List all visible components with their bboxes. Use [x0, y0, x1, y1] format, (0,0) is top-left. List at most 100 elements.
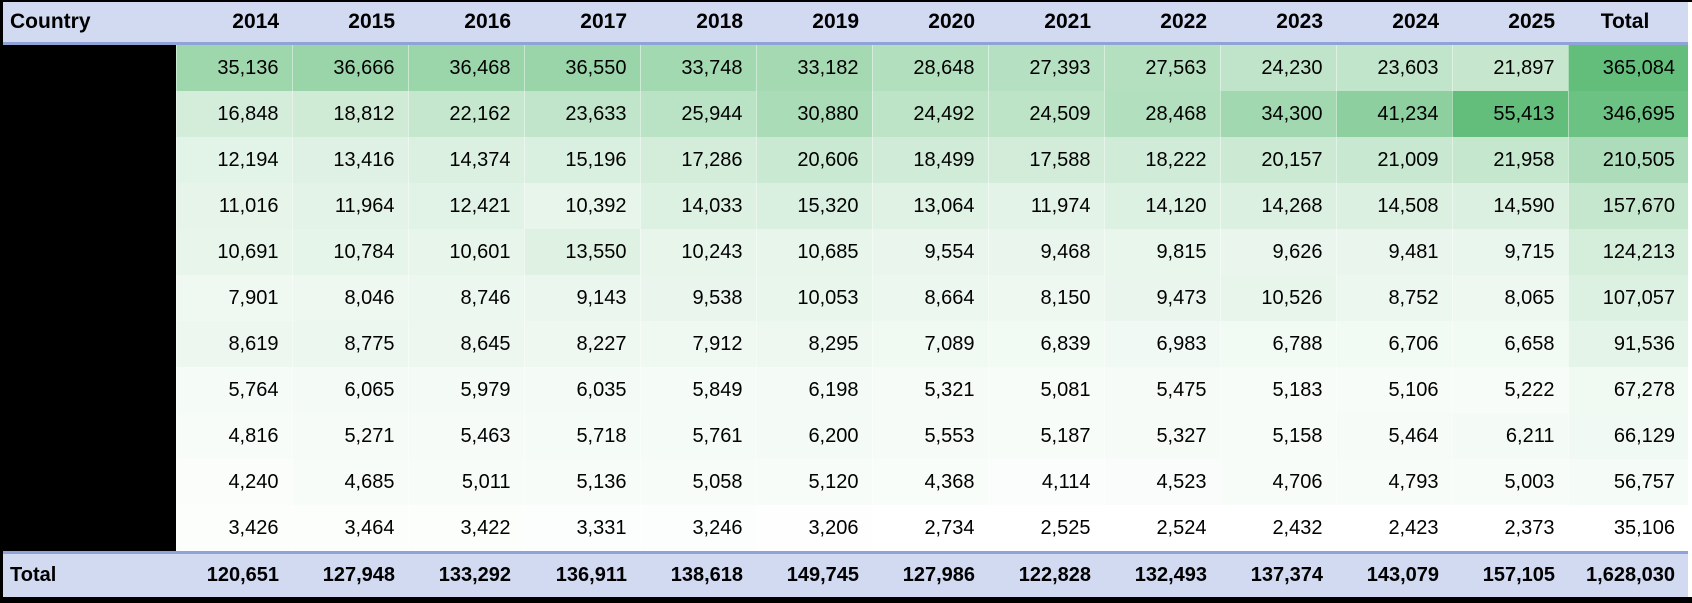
- col-header-2017[interactable]: 2017: [524, 2, 640, 45]
- value-cell-2022[interactable]: 27,563: [1103, 43, 1220, 91]
- value-cell-2025[interactable]: 5,003: [1451, 459, 1568, 505]
- value-cell-2021[interactable]: 5,187: [987, 413, 1104, 459]
- value-cell-2023[interactable]: 9,626: [1219, 229, 1336, 275]
- value-cell-2016[interactable]: 8,746: [407, 275, 524, 321]
- value-cell-2022[interactable]: 6,983: [1103, 321, 1220, 367]
- value-cell-2014[interactable]: 8,619: [175, 321, 292, 367]
- value-cell-2018[interactable]: 5,849: [639, 367, 756, 413]
- column-total-cell-2019[interactable]: 149,745: [756, 551, 872, 597]
- column-total-cell-2016[interactable]: 133,292: [408, 551, 524, 597]
- col-header-2025[interactable]: 2025: [1452, 2, 1568, 45]
- value-cell-2024[interactable]: 14,508: [1335, 183, 1452, 229]
- grand-total-cell[interactable]: 1,628,030: [1568, 551, 1688, 597]
- value-cell-2024[interactable]: 5,106: [1335, 367, 1452, 413]
- value-cell-2017[interactable]: 5,718: [523, 413, 640, 459]
- value-cell-2020[interactable]: 7,089: [871, 321, 988, 367]
- value-cell-2017[interactable]: 36,550: [523, 43, 640, 91]
- value-cell-2023[interactable]: 2,432: [1219, 505, 1336, 553]
- value-cell-2019[interactable]: 15,320: [755, 183, 872, 229]
- value-cell-2017[interactable]: 3,331: [523, 505, 640, 553]
- value-cell-2014[interactable]: 12,194: [175, 137, 292, 183]
- value-cell-2021[interactable]: 27,393: [987, 43, 1104, 91]
- row-total-cell[interactable]: 35,106: [1567, 505, 1688, 553]
- value-cell-2016[interactable]: 3,422: [407, 505, 524, 553]
- total-row-label[interactable]: Total: [3, 551, 176, 597]
- value-cell-2023[interactable]: 5,183: [1219, 367, 1336, 413]
- column-total-cell-2021[interactable]: 122,828: [988, 551, 1104, 597]
- value-cell-2023[interactable]: 34,300: [1219, 91, 1336, 137]
- value-cell-2025[interactable]: 2,373: [1451, 505, 1568, 553]
- redacted-country-cell[interactable]: [3, 459, 176, 505]
- value-cell-2018[interactable]: 7,912: [639, 321, 756, 367]
- row-total-cell[interactable]: 91,536: [1567, 321, 1688, 367]
- value-cell-2019[interactable]: 10,685: [755, 229, 872, 275]
- value-cell-2023[interactable]: 24,230: [1219, 43, 1336, 91]
- value-cell-2024[interactable]: 5,464: [1335, 413, 1452, 459]
- value-cell-2022[interactable]: 9,815: [1103, 229, 1220, 275]
- value-cell-2020[interactable]: 9,554: [871, 229, 988, 275]
- col-header-2018[interactable]: 2018: [640, 2, 756, 45]
- row-total-cell[interactable]: 124,213: [1567, 229, 1688, 275]
- value-cell-2022[interactable]: 9,473: [1103, 275, 1220, 321]
- value-cell-2023[interactable]: 14,268: [1219, 183, 1336, 229]
- value-cell-2020[interactable]: 2,734: [871, 505, 988, 553]
- value-cell-2020[interactable]: 28,648: [871, 43, 988, 91]
- value-cell-2015[interactable]: 11,964: [291, 183, 408, 229]
- redacted-country-cell[interactable]: [3, 183, 176, 229]
- value-cell-2021[interactable]: 2,525: [987, 505, 1104, 553]
- redacted-country-cell[interactable]: [3, 137, 176, 183]
- value-cell-2016[interactable]: 8,645: [407, 321, 524, 367]
- value-cell-2020[interactable]: 18,499: [871, 137, 988, 183]
- redacted-country-cell[interactable]: [3, 321, 176, 367]
- value-cell-2020[interactable]: 4,368: [871, 459, 988, 505]
- column-total-cell-2014[interactable]: 120,651: [176, 551, 292, 597]
- value-cell-2023[interactable]: 6,788: [1219, 321, 1336, 367]
- value-cell-2021[interactable]: 24,509: [987, 91, 1104, 137]
- value-cell-2022[interactable]: 14,120: [1103, 183, 1220, 229]
- value-cell-2015[interactable]: 13,416: [291, 137, 408, 183]
- value-cell-2014[interactable]: 35,136: [175, 43, 292, 91]
- value-cell-2017[interactable]: 23,633: [523, 91, 640, 137]
- column-total-cell-2025[interactable]: 157,105: [1452, 551, 1568, 597]
- value-cell-2014[interactable]: 10,691: [175, 229, 292, 275]
- redacted-country-cell[interactable]: [3, 275, 176, 321]
- value-cell-2025[interactable]: 9,715: [1451, 229, 1568, 275]
- value-cell-2019[interactable]: 5,120: [755, 459, 872, 505]
- row-total-cell[interactable]: 346,695: [1567, 91, 1688, 137]
- redacted-country-cell[interactable]: [3, 229, 176, 275]
- value-cell-2016[interactable]: 5,011: [407, 459, 524, 505]
- col-header-2015[interactable]: 2015: [292, 2, 408, 45]
- col-header-total[interactable]: Total: [1568, 2, 1688, 45]
- value-cell-2014[interactable]: 4,240: [175, 459, 292, 505]
- value-cell-2015[interactable]: 3,464: [291, 505, 408, 553]
- value-cell-2014[interactable]: 16,848: [175, 91, 292, 137]
- value-cell-2016[interactable]: 10,601: [407, 229, 524, 275]
- value-cell-2014[interactable]: 4,816: [175, 413, 292, 459]
- value-cell-2024[interactable]: 41,234: [1335, 91, 1452, 137]
- col-header-2023[interactable]: 2023: [1220, 2, 1336, 45]
- row-total-cell[interactable]: 56,757: [1567, 459, 1688, 505]
- column-total-cell-2018[interactable]: 138,618: [640, 551, 756, 597]
- value-cell-2015[interactable]: 4,685: [291, 459, 408, 505]
- row-total-cell[interactable]: 210,505: [1567, 137, 1688, 183]
- value-cell-2024[interactable]: 8,752: [1335, 275, 1452, 321]
- value-cell-2016[interactable]: 5,463: [407, 413, 524, 459]
- value-cell-2018[interactable]: 3,246: [639, 505, 756, 553]
- value-cell-2021[interactable]: 17,588: [987, 137, 1104, 183]
- value-cell-2014[interactable]: 11,016: [175, 183, 292, 229]
- value-cell-2023[interactable]: 20,157: [1219, 137, 1336, 183]
- row-total-cell[interactable]: 157,670: [1567, 183, 1688, 229]
- value-cell-2023[interactable]: 10,526: [1219, 275, 1336, 321]
- value-cell-2021[interactable]: 4,114: [987, 459, 1104, 505]
- column-total-cell-2017[interactable]: 136,911: [524, 551, 640, 597]
- value-cell-2016[interactable]: 12,421: [407, 183, 524, 229]
- value-cell-2015[interactable]: 5,271: [291, 413, 408, 459]
- col-header-2022[interactable]: 2022: [1104, 2, 1220, 45]
- value-cell-2020[interactable]: 5,321: [871, 367, 988, 413]
- value-cell-2018[interactable]: 25,944: [639, 91, 756, 137]
- value-cell-2022[interactable]: 2,524: [1103, 505, 1220, 553]
- value-cell-2017[interactable]: 5,136: [523, 459, 640, 505]
- value-cell-2018[interactable]: 5,058: [639, 459, 756, 505]
- value-cell-2015[interactable]: 18,812: [291, 91, 408, 137]
- row-total-cell[interactable]: 365,084: [1567, 43, 1688, 91]
